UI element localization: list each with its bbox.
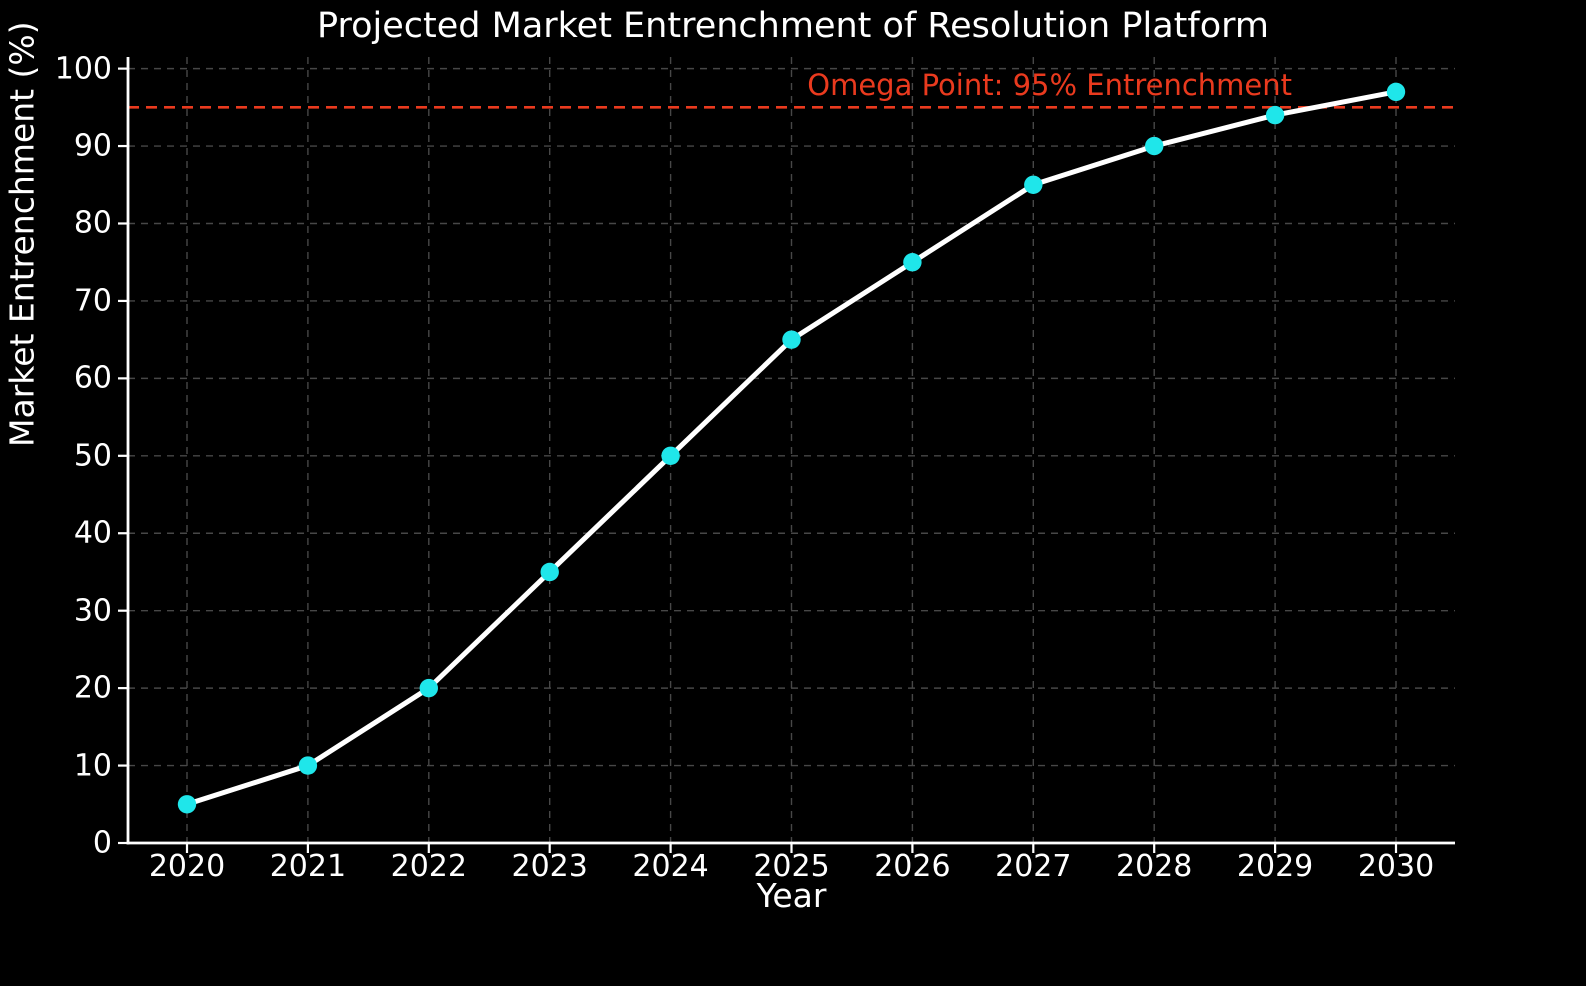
data-point: [177, 795, 197, 814]
x-tick-label: 2020: [148, 849, 226, 884]
y-tick-label: 50: [73, 438, 112, 474]
x-tick-label: 2025: [753, 849, 830, 884]
data-point: [298, 756, 318, 775]
y-tick-label: 60: [73, 360, 112, 396]
y-tick-label: 100: [54, 51, 112, 87]
x-tick-label: 2028: [1116, 849, 1193, 884]
x-tick-label: 2029: [1236, 849, 1314, 884]
y-tick-label: 0: [92, 825, 112, 861]
y-tick-label: 30: [73, 593, 112, 629]
data-point: [540, 562, 559, 582]
y-tick-label: 10: [73, 748, 112, 784]
data-point: [1024, 175, 1043, 194]
y-tick-label: 70: [73, 283, 112, 319]
data-point: [782, 330, 801, 349]
y-tick-label: 40: [73, 515, 112, 551]
data-point: [1386, 82, 1406, 102]
y-axis-label-text: Market Entrenchment (%): [2, 21, 42, 447]
x-tick-label: 2030: [1357, 849, 1435, 884]
data-point: [661, 446, 680, 466]
data-point: [903, 253, 922, 272]
y-tick-label: 20: [73, 670, 112, 706]
y-tick-label: 80: [73, 205, 112, 241]
chart-title: Projected Market Entrenchment of Resolut…: [317, 6, 1269, 46]
x-tick-label: 2026: [874, 849, 951, 884]
data-point: [1265, 105, 1285, 125]
x-tick-label: 2022: [390, 849, 467, 884]
x-axis-label: Year: [756, 876, 827, 915]
data-point: [1145, 136, 1164, 156]
x-tick-label: 2024: [632, 849, 709, 884]
omega-point-annotation: Omega Point: 95% Entrenchment: [807, 68, 1292, 102]
data-point: [419, 678, 438, 698]
x-tick-label: 2027: [995, 849, 1072, 884]
x-tick-label: 2023: [511, 849, 588, 884]
y-tick-label: 90: [73, 128, 112, 164]
x-tick-label: 2021: [269, 849, 347, 884]
